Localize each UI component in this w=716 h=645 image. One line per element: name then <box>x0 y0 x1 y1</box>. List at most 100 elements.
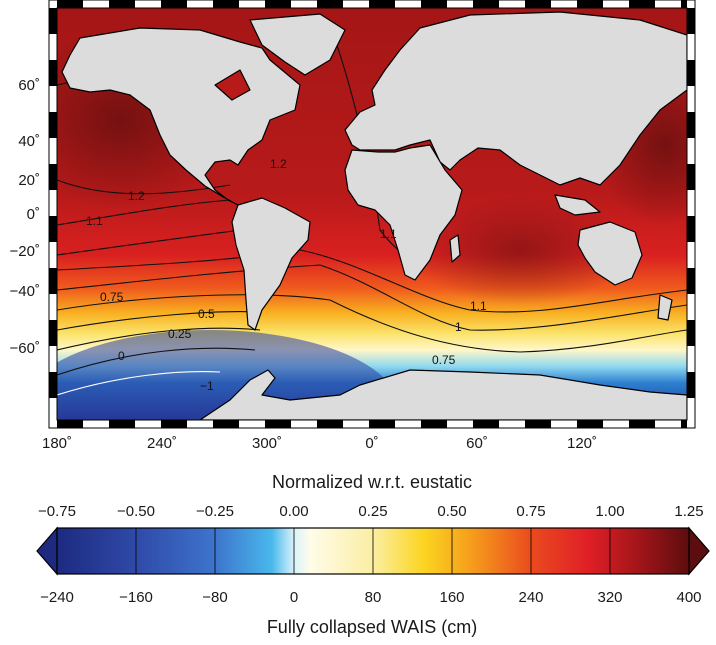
frame-tick <box>577 420 603 428</box>
greenland <box>249 13 346 76</box>
frame-tick <box>687 320 695 346</box>
contour-line <box>57 294 687 353</box>
frame-tick <box>49 164 57 190</box>
colorbar-bottom-tick: 400 <box>676 589 701 606</box>
lat-label: −40˚ <box>10 283 40 300</box>
frame-tick <box>161 420 187 428</box>
frame-tick <box>681 0 687 8</box>
frame-tick <box>369 420 395 428</box>
contour-label: 1.2 <box>270 157 287 171</box>
frame-tick <box>49 372 57 398</box>
maritime-southeast-asia <box>554 194 601 216</box>
hudson-bay <box>214 69 251 101</box>
map-frame <box>48 0 696 429</box>
frame-tick <box>687 216 695 242</box>
colorbar-bottom-tick: −240 <box>40 589 74 606</box>
colorbar-bottom-tick: 80 <box>365 589 382 606</box>
colorbar-top-tick: −0.75 <box>38 503 76 520</box>
lon-label: 180˚ <box>42 435 72 452</box>
frame-tick <box>161 0 187 8</box>
australia <box>577 221 643 286</box>
frame-tick <box>629 420 655 428</box>
colorbar-top-ticks: −0.75 −0.50 −0.25 0.00 0.25 0.50 0.75 1.… <box>38 503 704 520</box>
colorbar-top-tick: 0.00 <box>279 503 308 520</box>
contour-line <box>57 327 261 351</box>
contour-label: 1.1 <box>380 227 397 241</box>
contour-line <box>57 264 687 331</box>
colorbar-bottom-tick: −80 <box>202 589 227 606</box>
new-zealand <box>657 294 673 321</box>
frame-tick <box>473 0 499 8</box>
frame-tick <box>49 8 57 34</box>
eurasia <box>344 11 687 186</box>
frame-tick <box>49 268 57 294</box>
lon-label: 120˚ <box>567 435 597 452</box>
lat-label: 20˚ <box>18 172 40 189</box>
lat-label: 40˚ <box>18 133 40 150</box>
madagascar <box>449 234 461 263</box>
colorbar-bottom-tick: 160 <box>439 589 464 606</box>
frame-tick <box>265 420 291 428</box>
lon-label: 0˚ <box>365 435 378 452</box>
frame-tick <box>421 420 447 428</box>
contour-line <box>57 249 687 313</box>
frame-tick <box>57 420 83 428</box>
lon-label: 60˚ <box>466 435 488 452</box>
contour-label: 0.25 <box>168 327 192 341</box>
contour-line <box>57 347 256 376</box>
frame-tick <box>421 0 447 8</box>
contour-line <box>57 311 261 331</box>
colorbar-top-tick: −0.25 <box>196 503 234 520</box>
frame-tick <box>49 112 57 138</box>
frame-tick <box>317 420 343 428</box>
contour-label: 0.75 <box>100 290 124 304</box>
contour-label: 1 <box>455 320 462 334</box>
frame-tick <box>49 60 57 86</box>
frame-tick <box>57 0 83 8</box>
contour-label: 1.1 <box>470 299 487 313</box>
frame-tick <box>687 60 695 86</box>
frame-tick <box>369 0 395 8</box>
colorbar-bottom-tick: −160 <box>119 589 153 606</box>
frame-tick <box>473 420 499 428</box>
frame-tick <box>687 8 695 34</box>
contour-label: 0.75 <box>432 353 456 367</box>
frame-tick <box>577 0 603 8</box>
colorbar-bottom-ticks: −240 −160 −80 0 80 160 240 320 400 <box>40 589 701 606</box>
lat-label: 60˚ <box>18 77 40 94</box>
contour-label: 0.5 <box>198 307 215 321</box>
frame-tick <box>687 164 695 190</box>
frame-tick <box>629 0 655 8</box>
frame-tick <box>525 0 551 8</box>
colorbar-bottom-title: Fully collapsed WAIS (cm) <box>267 617 477 637</box>
contour-label: 1.2 <box>128 189 145 203</box>
frame-tick <box>213 420 239 428</box>
colorbar-top-tick: 0.25 <box>358 503 387 520</box>
frame-tick <box>687 372 695 398</box>
frame-tick <box>213 0 239 8</box>
contour-label: −1 <box>200 379 214 393</box>
colorbar: Normalized w.r.t. eustatic −0.75 −0.50 −… <box>36 472 710 637</box>
contour-line <box>57 371 221 396</box>
colorbar-top-tick: 0.75 <box>516 503 545 520</box>
sea-level-map: 1.2 1.2 1.1 1.1 1.1 1 0.75 0.5 0.25 0 0.… <box>57 8 687 420</box>
colorbar-top-tick: 0.50 <box>437 503 466 520</box>
colorbar-top-title: Normalized w.r.t. eustatic <box>272 472 472 492</box>
colorbar-bottom-tick: 0 <box>290 589 298 606</box>
lat-label: −60˚ <box>10 340 40 357</box>
contour-label-group: 1.2 1.2 1.1 1.1 1.1 1 0.75 0.5 0.25 0 0.… <box>86 157 487 393</box>
contour-label: 1.1 <box>86 214 103 228</box>
longitude-labels: 180˚ 240˚ 300˚ 0˚ 60˚ 120˚ <box>42 435 597 452</box>
frame-tick <box>109 0 135 8</box>
frame-tick <box>687 112 695 138</box>
lon-label: 300˚ <box>252 435 282 452</box>
africa <box>344 144 463 281</box>
frame-tick <box>49 216 57 242</box>
frame-tick <box>109 420 135 428</box>
colorbar-bottom-tick: 240 <box>518 589 543 606</box>
frame-tick <box>265 0 291 8</box>
colorbar-top-tick: −0.50 <box>117 503 155 520</box>
frame-tick <box>317 0 343 8</box>
colorbar-dividers <box>135 528 611 574</box>
